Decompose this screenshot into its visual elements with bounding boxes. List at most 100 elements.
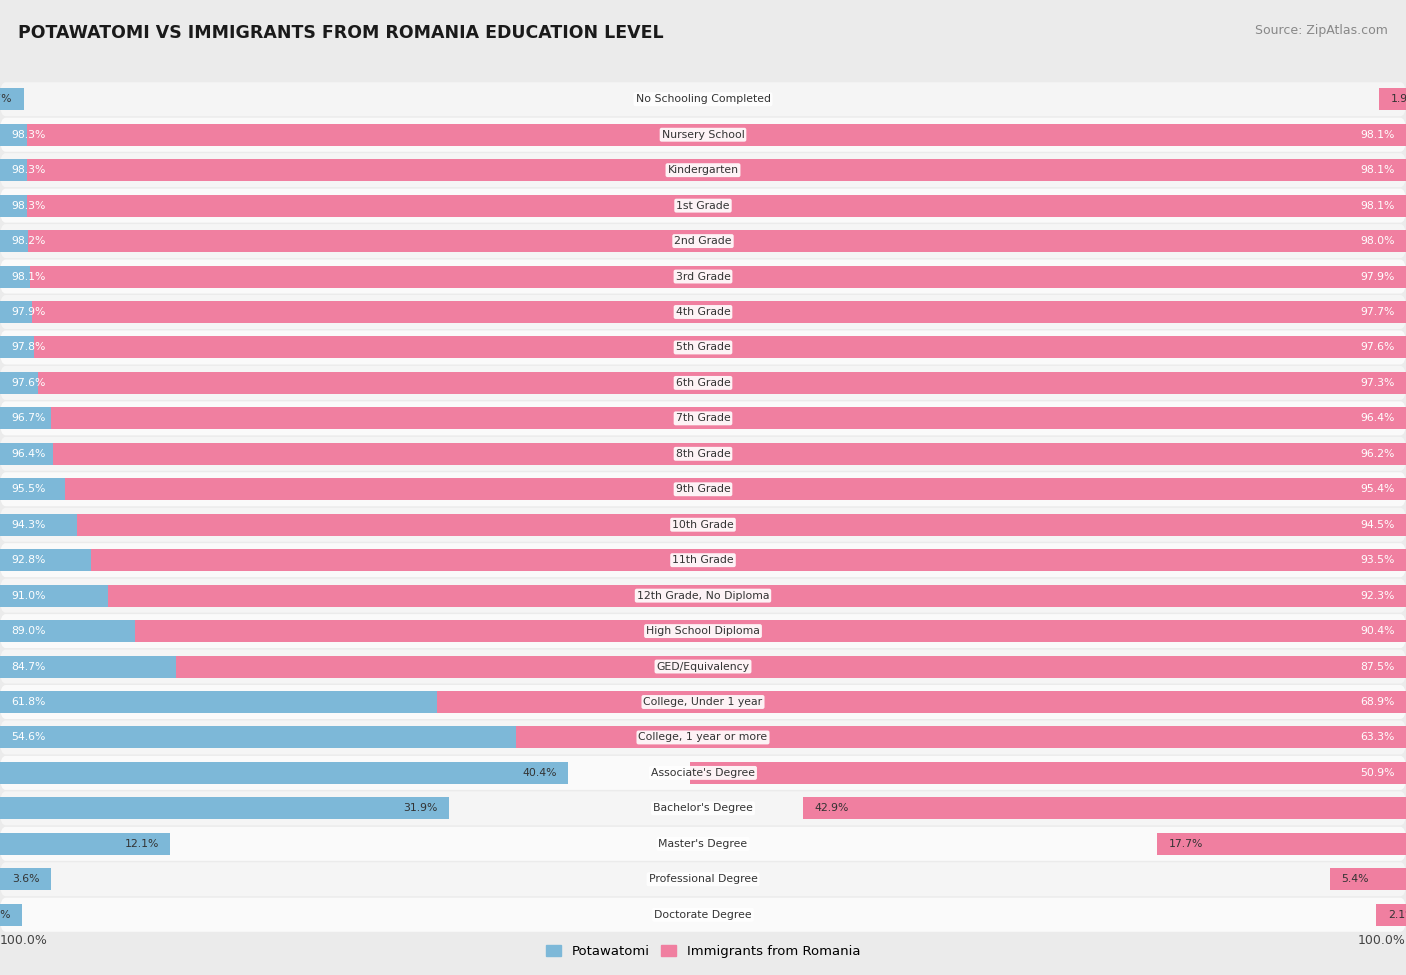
Text: 1st Grade: 1st Grade [676,201,730,211]
Text: 31.9%: 31.9% [404,803,437,813]
Bar [27,195,1406,216]
Text: 98.2%: 98.2% [11,236,45,246]
Text: 3rd Grade: 3rd Grade [675,272,731,282]
Text: 40.4%: 40.4% [522,768,557,778]
Bar [0,195,1382,216]
FancyBboxPatch shape [0,259,1406,293]
Bar [0,904,22,925]
Text: GED/Equivalency: GED/Equivalency [657,662,749,672]
Text: Professional Degree: Professional Degree [648,875,758,884]
Text: 98.1%: 98.1% [1361,165,1395,176]
Text: POTAWATOMI VS IMMIGRANTS FROM ROMANIA EDUCATION LEVEL: POTAWATOMI VS IMMIGRANTS FROM ROMANIA ED… [18,24,664,42]
Bar [1376,904,1406,925]
Text: 10th Grade: 10th Grade [672,520,734,529]
Bar [0,726,768,749]
FancyBboxPatch shape [0,437,1406,471]
Text: 4th Grade: 4th Grade [676,307,730,317]
FancyBboxPatch shape [0,685,1406,719]
Text: 5.4%: 5.4% [1341,875,1369,884]
Text: 61.8%: 61.8% [11,697,45,707]
Text: 12th Grade, No Diploma: 12th Grade, No Diploma [637,591,769,601]
Bar [65,479,1406,500]
FancyBboxPatch shape [0,402,1406,436]
FancyBboxPatch shape [0,153,1406,187]
Text: 97.9%: 97.9% [1361,272,1395,282]
Bar [1379,89,1406,110]
Bar [1330,869,1406,890]
Bar [28,230,1406,253]
Bar [0,336,1375,359]
Text: 11th Grade: 11th Grade [672,555,734,566]
Bar [34,336,1406,359]
Text: 2nd Grade: 2nd Grade [675,236,731,246]
Bar [91,549,1406,571]
Bar [176,655,1406,678]
FancyBboxPatch shape [0,508,1406,542]
Text: 50.9%: 50.9% [1360,768,1395,778]
FancyBboxPatch shape [0,649,1406,683]
Text: 98.3%: 98.3% [11,201,45,211]
Bar [0,761,568,784]
Text: 94.5%: 94.5% [1361,520,1395,529]
Text: Associate's Degree: Associate's Degree [651,768,755,778]
Text: 7th Grade: 7th Grade [676,413,730,423]
Bar [0,585,1279,606]
Legend: Potawatomi, Immigrants from Romania: Potawatomi, Immigrants from Romania [540,940,866,963]
Text: 2.1%: 2.1% [1388,910,1406,919]
Text: 1.9%: 1.9% [1391,95,1406,104]
Text: 92.3%: 92.3% [1361,591,1395,601]
Bar [0,479,1343,500]
Bar [1157,833,1406,855]
Bar [0,89,24,110]
Text: Nursery School: Nursery School [662,130,744,139]
Text: 12.1%: 12.1% [125,838,159,849]
Text: 9th Grade: 9th Grade [676,485,730,494]
Bar [0,408,1360,429]
Text: 97.9%: 97.9% [11,307,45,317]
Text: High School Diploma: High School Diploma [647,626,759,636]
Text: 97.6%: 97.6% [1361,342,1395,352]
Text: 63.3%: 63.3% [1361,732,1395,742]
FancyBboxPatch shape [0,295,1406,329]
Bar [38,371,1406,394]
FancyBboxPatch shape [0,898,1406,932]
Bar [0,159,1382,181]
FancyBboxPatch shape [0,543,1406,577]
Text: 97.3%: 97.3% [1361,378,1395,388]
FancyBboxPatch shape [0,578,1406,612]
Text: 91.0%: 91.0% [11,591,46,601]
Bar [27,124,1406,145]
Text: 6th Grade: 6th Grade [676,378,730,388]
Text: Source: ZipAtlas.com: Source: ZipAtlas.com [1254,24,1388,37]
Bar [0,301,1376,323]
Bar [0,514,1326,535]
Bar [53,443,1406,465]
Text: 96.4%: 96.4% [11,448,45,459]
Text: 95.5%: 95.5% [11,485,45,494]
Text: College, 1 year or more: College, 1 year or more [638,732,768,742]
FancyBboxPatch shape [0,792,1406,826]
Text: 84.7%: 84.7% [11,662,45,672]
FancyBboxPatch shape [0,118,1406,152]
Text: College, Under 1 year: College, Under 1 year [644,697,762,707]
Bar [0,620,1251,643]
Text: 42.9%: 42.9% [814,803,848,813]
Text: 98.1%: 98.1% [1361,130,1395,139]
Text: 98.3%: 98.3% [11,165,45,176]
Bar [0,230,1381,253]
Bar [516,726,1406,749]
Bar [108,585,1406,606]
FancyBboxPatch shape [0,862,1406,896]
Bar [0,549,1305,571]
Text: 87.5%: 87.5% [1361,662,1395,672]
Text: 92.8%: 92.8% [11,555,45,566]
Text: 98.1%: 98.1% [1361,201,1395,211]
Text: 90.4%: 90.4% [1360,626,1395,636]
Text: 54.6%: 54.6% [11,732,45,742]
Text: 97.7%: 97.7% [1361,307,1395,317]
Text: 98.1%: 98.1% [11,272,45,282]
Bar [51,408,1406,429]
FancyBboxPatch shape [0,756,1406,790]
Bar [0,124,1382,145]
Bar [0,265,1379,288]
